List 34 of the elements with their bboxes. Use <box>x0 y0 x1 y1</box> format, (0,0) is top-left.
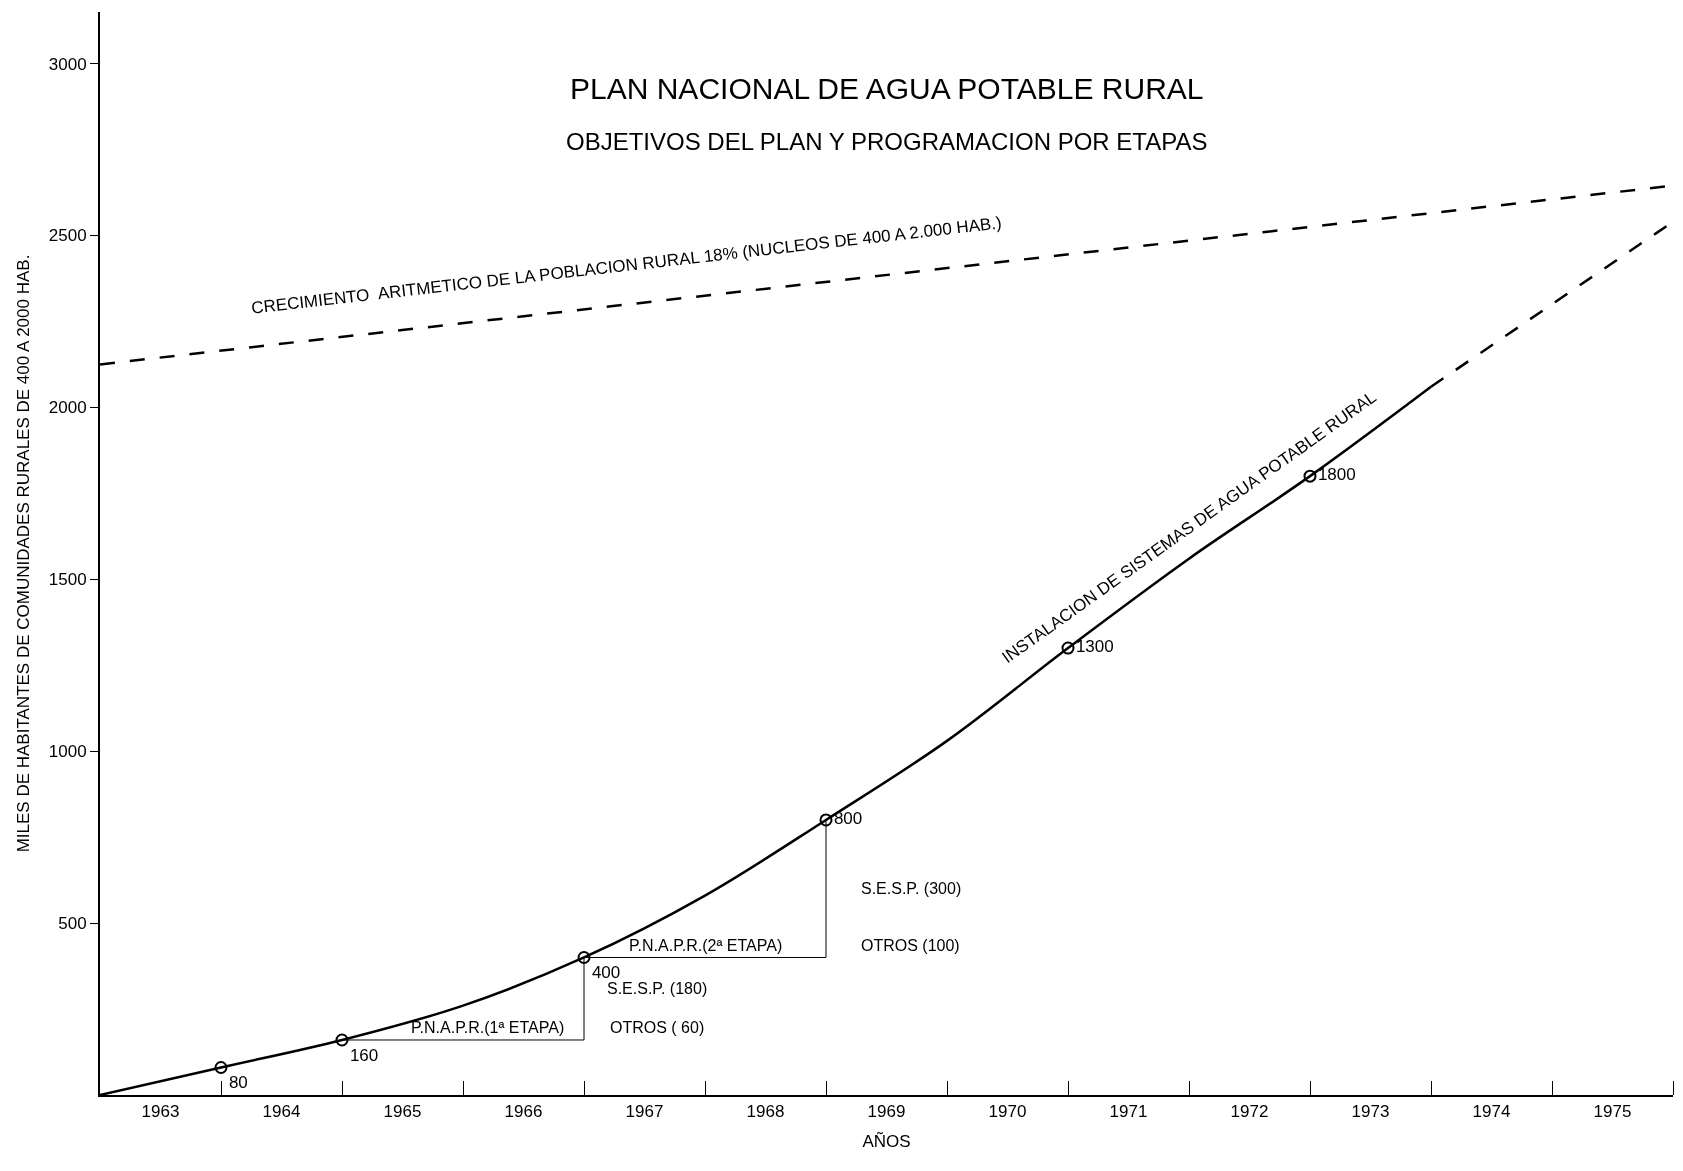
data-label: 800 <box>833 809 863 829</box>
y-tick-label: 500 <box>58 914 87 934</box>
annotation: OTROS ( 60) <box>610 1019 705 1036</box>
x-tick-label: 1975 <box>1593 1102 1632 1122</box>
y-tick-label: 2000 <box>48 398 87 418</box>
x-tick-label: 1965 <box>383 1102 422 1122</box>
annotation: S.E.S.P. (180) <box>607 980 708 997</box>
x-tick-label: 1972 <box>1230 1102 1269 1122</box>
y-tick-label: 3000 <box>48 54 87 74</box>
x-tick-label: 1970 <box>988 1102 1027 1122</box>
data-label: 400 <box>591 963 621 983</box>
annotation: P.N.A.P.R.(1ª ETAPA) <box>411 1019 565 1036</box>
annotation: OTROS (100) <box>861 937 960 954</box>
y-tick-label: 1000 <box>48 742 87 762</box>
y-tick-label: 1500 <box>48 570 87 590</box>
x-tick-label: 1968 <box>746 1102 785 1122</box>
y-axis-title: MILES DE HABITANTES DE COMUNIDADES RURALES DE 400 A 2000 HAB. <box>13 254 33 853</box>
annotation: S.E.S.P. (300) <box>861 880 962 897</box>
x-tick-label: 1964 <box>262 1102 301 1122</box>
annotation: CRECIMIENTO ARITMETICO DE LA POBLACION RURAL 18% (NUCLEOS DE 400 A 2.000 HAB.) <box>250 213 1003 318</box>
y-tick-label: 2500 <box>48 226 87 246</box>
data-label: 160 <box>349 1045 379 1065</box>
text: PLAN NACIONAL DE AGUA POTABLE RURAL <box>570 72 1204 105</box>
x-tick-label: 1971 <box>1109 1102 1148 1122</box>
x-tick-label: 1963 <box>141 1102 180 1122</box>
x-axis-title: AÑOS <box>862 1132 911 1152</box>
x-tick-label: 1967 <box>625 1102 664 1122</box>
data-label: 80 <box>228 1073 248 1093</box>
text: OBJETIVOS DEL PLAN Y PROGRAMACION POR ETAPAS <box>566 128 1208 155</box>
x-tick-label: 1973 <box>1351 1102 1390 1122</box>
x-tick-label: 1969 <box>867 1102 906 1122</box>
x-tick-label: 1966 <box>504 1102 543 1122</box>
x-tick-label: 1974 <box>1472 1102 1511 1122</box>
annotation: P.N.A.P.R.(2ª ETAPA) <box>629 937 783 954</box>
